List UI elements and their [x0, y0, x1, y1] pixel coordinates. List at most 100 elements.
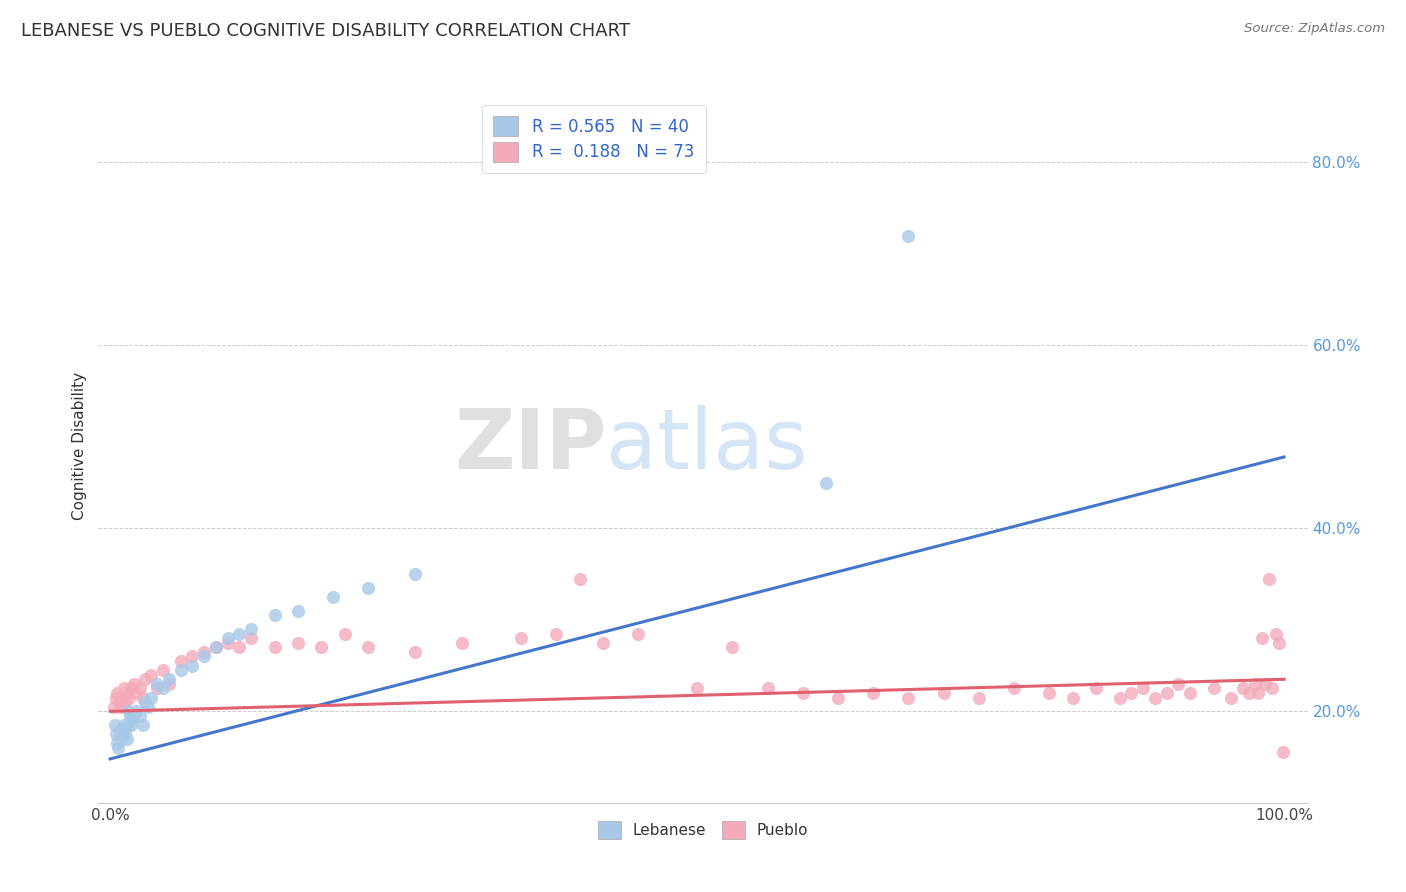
- Point: [592, 636, 614, 650]
- Point: [1108, 690, 1130, 705]
- Point: [967, 690, 990, 705]
- Point: [132, 690, 155, 705]
- Point: [1247, 686, 1270, 700]
- Point: [311, 640, 333, 655]
- Point: [128, 681, 150, 696]
- Point: [357, 640, 380, 655]
- Point: [112, 723, 135, 737]
- Point: [240, 622, 263, 636]
- Point: [287, 636, 309, 650]
- Point: [118, 690, 141, 705]
- Y-axis label: Cognitive Disability: Cognitive Disability: [72, 372, 87, 520]
- Point: [110, 723, 132, 737]
- Point: [627, 626, 650, 640]
- Point: [146, 677, 169, 691]
- Point: [1085, 681, 1108, 696]
- Point: [120, 718, 142, 732]
- Point: [125, 686, 148, 700]
- Point: [568, 572, 591, 586]
- Point: [125, 704, 148, 718]
- Point: [510, 631, 533, 645]
- Point: [136, 699, 159, 714]
- Point: [107, 740, 129, 755]
- Point: [103, 699, 125, 714]
- Point: [815, 475, 838, 490]
- Point: [120, 681, 142, 696]
- Point: [114, 695, 136, 709]
- Point: [1180, 686, 1202, 700]
- Point: [193, 649, 215, 664]
- Point: [756, 681, 779, 696]
- Point: [1261, 681, 1284, 696]
- Point: [1268, 636, 1291, 650]
- Point: [105, 690, 128, 705]
- Point: [228, 626, 250, 640]
- Point: [792, 686, 814, 700]
- Point: [1232, 681, 1254, 696]
- Point: [110, 699, 132, 714]
- Point: [122, 709, 145, 723]
- Text: LEBANESE VS PUEBLO COGNITIVE DISABILITY CORRELATION CHART: LEBANESE VS PUEBLO COGNITIVE DISABILITY …: [21, 22, 630, 40]
- Point: [1237, 686, 1260, 700]
- Point: [1121, 686, 1143, 700]
- Point: [204, 640, 226, 655]
- Point: [104, 718, 127, 732]
- Point: [1202, 681, 1225, 696]
- Point: [141, 667, 163, 681]
- Point: [122, 677, 145, 691]
- Point: [120, 709, 142, 723]
- Point: [721, 640, 744, 655]
- Point: [404, 567, 426, 582]
- Point: [686, 681, 709, 696]
- Point: [105, 686, 128, 700]
- Point: [193, 645, 215, 659]
- Point: [1271, 746, 1294, 760]
- Point: [169, 654, 191, 668]
- Point: [862, 686, 884, 700]
- Point: [217, 636, 239, 650]
- Point: [1002, 681, 1025, 696]
- Point: [132, 718, 155, 732]
- Point: [1062, 690, 1084, 705]
- Point: [1220, 690, 1243, 705]
- Point: [121, 714, 143, 728]
- Text: atlas: atlas: [606, 406, 808, 486]
- Point: [357, 581, 380, 595]
- Point: [404, 645, 426, 659]
- Point: [117, 686, 139, 700]
- Point: [146, 681, 169, 696]
- Point: [1038, 686, 1060, 700]
- Point: [1264, 626, 1286, 640]
- Point: [112, 690, 135, 705]
- Point: [152, 681, 174, 696]
- Point: [263, 640, 285, 655]
- Point: [115, 731, 138, 746]
- Point: [204, 640, 226, 655]
- Point: [1167, 677, 1189, 691]
- Point: [169, 663, 191, 677]
- Point: [108, 727, 131, 741]
- Point: [333, 626, 356, 640]
- Point: [897, 690, 920, 705]
- Point: [322, 590, 344, 604]
- Point: [228, 640, 250, 655]
- Point: [827, 690, 849, 705]
- Point: [287, 604, 309, 618]
- Point: [1250, 631, 1272, 645]
- Point: [932, 686, 955, 700]
- Point: [263, 608, 285, 623]
- Legend: Lebanese, Pueblo: Lebanese, Pueblo: [592, 815, 814, 845]
- Point: [546, 626, 568, 640]
- Point: [451, 636, 474, 650]
- Point: [1243, 677, 1265, 691]
- Point: [897, 228, 920, 243]
- Point: [141, 690, 163, 705]
- Point: [181, 649, 204, 664]
- Point: [1257, 572, 1279, 586]
- Point: [134, 673, 156, 687]
- Point: [114, 727, 136, 741]
- Point: [112, 681, 135, 696]
- Point: [1254, 677, 1277, 691]
- Point: [1143, 690, 1166, 705]
- Text: ZIP: ZIP: [454, 406, 606, 486]
